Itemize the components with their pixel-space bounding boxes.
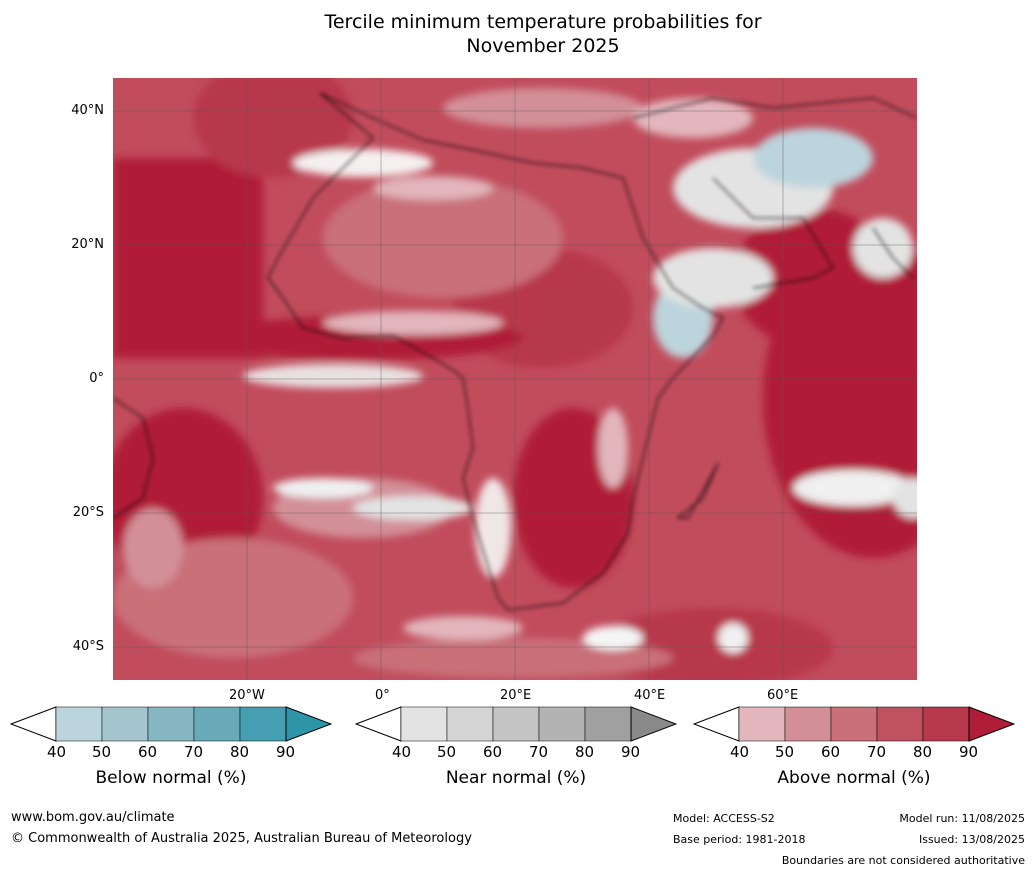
map-canvas bbox=[113, 78, 917, 680]
colorbar-2-tick: 50 bbox=[437, 743, 457, 761]
colorbar-3-tick: 70 bbox=[867, 743, 887, 761]
footer-disclaimer: Boundaries are not considered authoritat… bbox=[781, 854, 1025, 867]
colorbar-near-normal bbox=[355, 706, 677, 742]
footer-issued: Issued: 13/08/2025 bbox=[918, 833, 1025, 846]
colorbar-3-tick: 80 bbox=[913, 743, 933, 761]
colorbar-1-tick: 90 bbox=[276, 743, 296, 761]
footer-url[interactable]: www.bom.gov.au/climate bbox=[11, 810, 175, 825]
map-title: Tercile minimum temperature probabilitie… bbox=[0, 10, 1035, 58]
colorbar-1-tick: 40 bbox=[47, 743, 67, 761]
lat-label-40s: 40°S bbox=[72, 639, 104, 654]
coastlines bbox=[113, 92, 917, 611]
graticule bbox=[113, 78, 917, 680]
footer-model-run: Model run: 11/08/2025 bbox=[899, 812, 1025, 825]
colorbar-below-normal bbox=[10, 706, 332, 742]
colorbar-1-tick: 80 bbox=[230, 743, 250, 761]
colorbar-1-tick: 50 bbox=[92, 743, 112, 761]
colorbar-3-tick: 50 bbox=[775, 743, 795, 761]
colorbar-above-label: Above normal (%) bbox=[777, 768, 931, 788]
colorbar-1-tick: 70 bbox=[184, 743, 204, 761]
probability-map bbox=[113, 78, 917, 680]
lat-label-equator: 0° bbox=[89, 371, 104, 386]
colorbar-above-normal bbox=[693, 706, 1015, 742]
footer-model: Model: ACCESS-S2 bbox=[673, 812, 775, 825]
colorbar-2-tick: 60 bbox=[483, 743, 503, 761]
title-line-1: Tercile minimum temperature probabilitie… bbox=[324, 11, 762, 33]
lat-label-20s: 20°S bbox=[72, 505, 104, 520]
lat-label-40n: 40°N bbox=[71, 103, 104, 118]
colorbar-near-label: Near normal (%) bbox=[445, 768, 587, 788]
probability-contours bbox=[113, 78, 917, 680]
colorbar-3-tick: 60 bbox=[821, 743, 841, 761]
lon-label-20e: 20°E bbox=[500, 688, 532, 703]
colorbar-2-tick: 70 bbox=[529, 743, 549, 761]
lon-label-40e: 40°E bbox=[634, 688, 666, 703]
footer-base-period: Base period: 1981-2018 bbox=[673, 833, 806, 846]
colorbar-2-tick: 90 bbox=[621, 743, 641, 761]
title-line-2: November 2025 bbox=[466, 35, 620, 57]
colorbar-1-tick: 60 bbox=[138, 743, 158, 761]
colorbar-2-tick: 40 bbox=[392, 743, 412, 761]
lat-label-20n: 20°N bbox=[71, 237, 104, 252]
colorbar-3-tick: 90 bbox=[959, 743, 979, 761]
footer-copyright: © Commonwealth of Australia 2025, Austra… bbox=[11, 831, 472, 846]
colorbar-2-tick: 80 bbox=[575, 743, 595, 761]
lon-label-20w: 20°W bbox=[229, 688, 265, 703]
lon-label-60e: 60°E bbox=[767, 688, 799, 703]
lon-label-0: 0° bbox=[375, 688, 390, 703]
colorbar-3-tick: 40 bbox=[730, 743, 750, 761]
colorbar-below-label: Below normal (%) bbox=[95, 768, 247, 788]
